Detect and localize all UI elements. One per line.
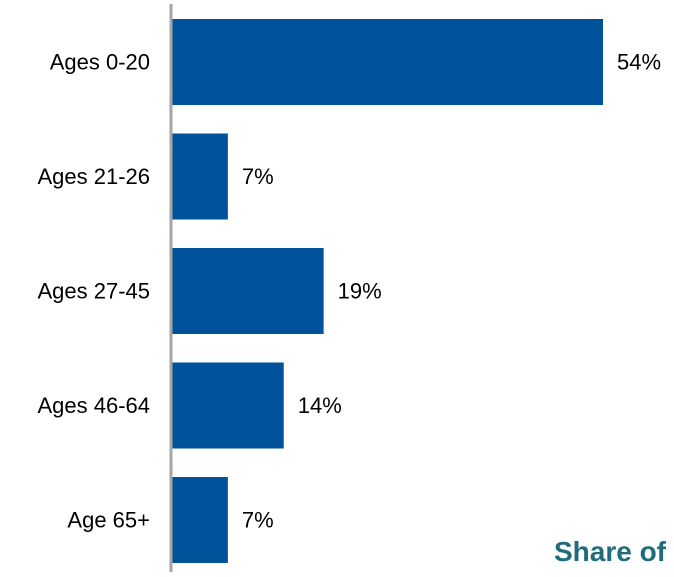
bar-4 <box>172 477 228 563</box>
value-label-1: 7% <box>242 164 274 189</box>
bar-0 <box>172 19 603 105</box>
category-label-2: Ages 27-45 <box>37 279 150 304</box>
chart-title-clipped: Share of <box>553 538 666 566</box>
category-label-1: Ages 21-26 <box>37 164 150 189</box>
value-label-3: 14% <box>298 393 342 418</box>
category-label-0: Ages 0-20 <box>50 50 150 75</box>
value-label-2: 19% <box>338 279 382 304</box>
category-label-3: Ages 46-64 <box>37 393 150 418</box>
bar-2 <box>172 248 324 334</box>
value-label-0: 54% <box>617 50 661 75</box>
category-label-4: Age 65+ <box>67 508 150 533</box>
value-label-4: 7% <box>242 508 274 533</box>
bar-3 <box>172 362 284 449</box>
bar-1 <box>172 133 228 220</box>
